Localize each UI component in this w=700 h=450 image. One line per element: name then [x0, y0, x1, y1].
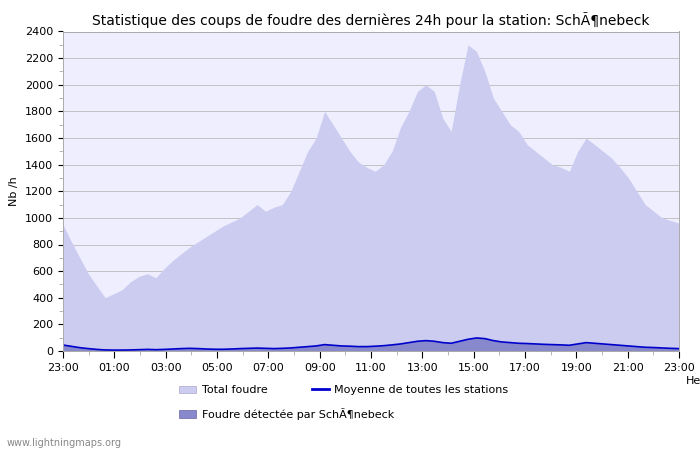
Moyenne de toutes les stations — [413, 338, 421, 344]
Moyenne de toutes les stations — [202, 346, 211, 352]
Title: Statistique des coups de foudre des dernières 24h pour la station: SchÃ¶nebeck: Statistique des coups de foudre des dern… — [92, 12, 650, 27]
Moyenne de toutes les stations — [633, 344, 641, 349]
Moyenne de toutes les stations — [473, 335, 481, 341]
Text: www.lightningmaps.org: www.lightningmaps.org — [7, 438, 122, 448]
Moyenne de toutes les stations — [270, 346, 278, 351]
Moyenne de toutes les stations — [405, 340, 413, 345]
Moyenne de toutes les stations — [109, 347, 118, 353]
Legend: Foudre détectée par SchÃ¶nebeck: Foudre détectée par SchÃ¶nebeck — [179, 408, 394, 419]
Line: Moyenne de toutes les stations: Moyenne de toutes les stations — [63, 338, 679, 350]
Moyenne de toutes les stations — [194, 346, 202, 351]
Moyenne de toutes les stations — [59, 342, 67, 348]
Text: Heure: Heure — [686, 376, 700, 386]
Moyenne de toutes les stations — [675, 346, 683, 351]
Y-axis label: Nb /h: Nb /h — [10, 176, 20, 206]
